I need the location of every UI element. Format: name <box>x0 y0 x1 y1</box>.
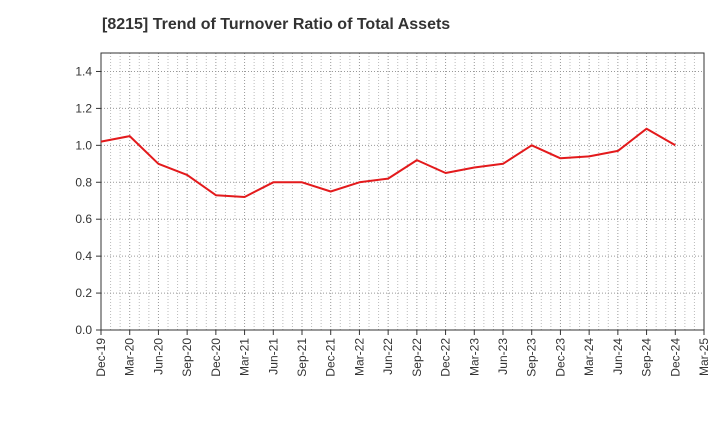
x-tick-label: Jun-24 <box>611 338 625 375</box>
plot-frame <box>100 52 705 331</box>
series-line <box>100 127 676 198</box>
x-tick-label: Mar-25 <box>697 338 711 376</box>
x-tick-label: Sep-24 <box>640 338 654 377</box>
x-tick-label: Dec-20 <box>209 338 223 377</box>
x-tick-label: Mar-22 <box>352 338 366 376</box>
x-tick-label: Dec-22 <box>439 338 453 377</box>
x-tick-label: Sep-20 <box>180 338 194 377</box>
x-tick-label: Sep-21 <box>295 338 309 377</box>
grid <box>101 53 704 330</box>
axes <box>96 52 705 335</box>
x-tick-label: Mar-23 <box>467 338 481 376</box>
x-tick-label: Jun-21 <box>266 338 280 375</box>
series <box>100 127 676 198</box>
x-tick-label: Mar-20 <box>123 338 137 376</box>
y-tick-label: 1.2 <box>75 101 92 115</box>
x-tick-label: Dec-21 <box>324 338 338 377</box>
x-tick-labels: Dec-19 Mar-20 Jun-20 Sep-20 Dec-20 Mar-21 Jun-… <box>94 338 711 377</box>
y-tick-labels: 0.0 0.2 0.4 0.6 0.8 1.0 1.2 1.4 <box>75 64 92 337</box>
x-tick-label: Sep-22 <box>410 338 424 377</box>
y-tick-label: 0.2 <box>75 286 92 300</box>
x-tick-label: Jun-23 <box>496 338 510 375</box>
y-tick-label: 0.8 <box>75 175 92 189</box>
x-tick-label: Mar-21 <box>238 338 252 376</box>
x-tick-label: Sep-23 <box>525 338 539 377</box>
y-tick-label: 0.4 <box>75 249 92 263</box>
x-tick-label: Dec-23 <box>553 338 567 377</box>
y-tick-label: 0.6 <box>75 212 92 226</box>
y-tick-label: 1.4 <box>75 64 92 78</box>
y-tick-label: 1.0 <box>75 138 92 152</box>
x-tick-label: Dec-24 <box>668 338 682 377</box>
x-tick-label: Dec-19 <box>94 338 108 377</box>
x-tick-label: Jun-20 <box>151 338 165 375</box>
x-tick-label: Mar-24 <box>582 338 596 376</box>
chart-title: [8215] Trend of Turnover Ratio of Total … <box>102 16 451 33</box>
y-tick-label: 0.0 <box>75 323 92 337</box>
x-tick-label: Jun-22 <box>381 338 395 375</box>
